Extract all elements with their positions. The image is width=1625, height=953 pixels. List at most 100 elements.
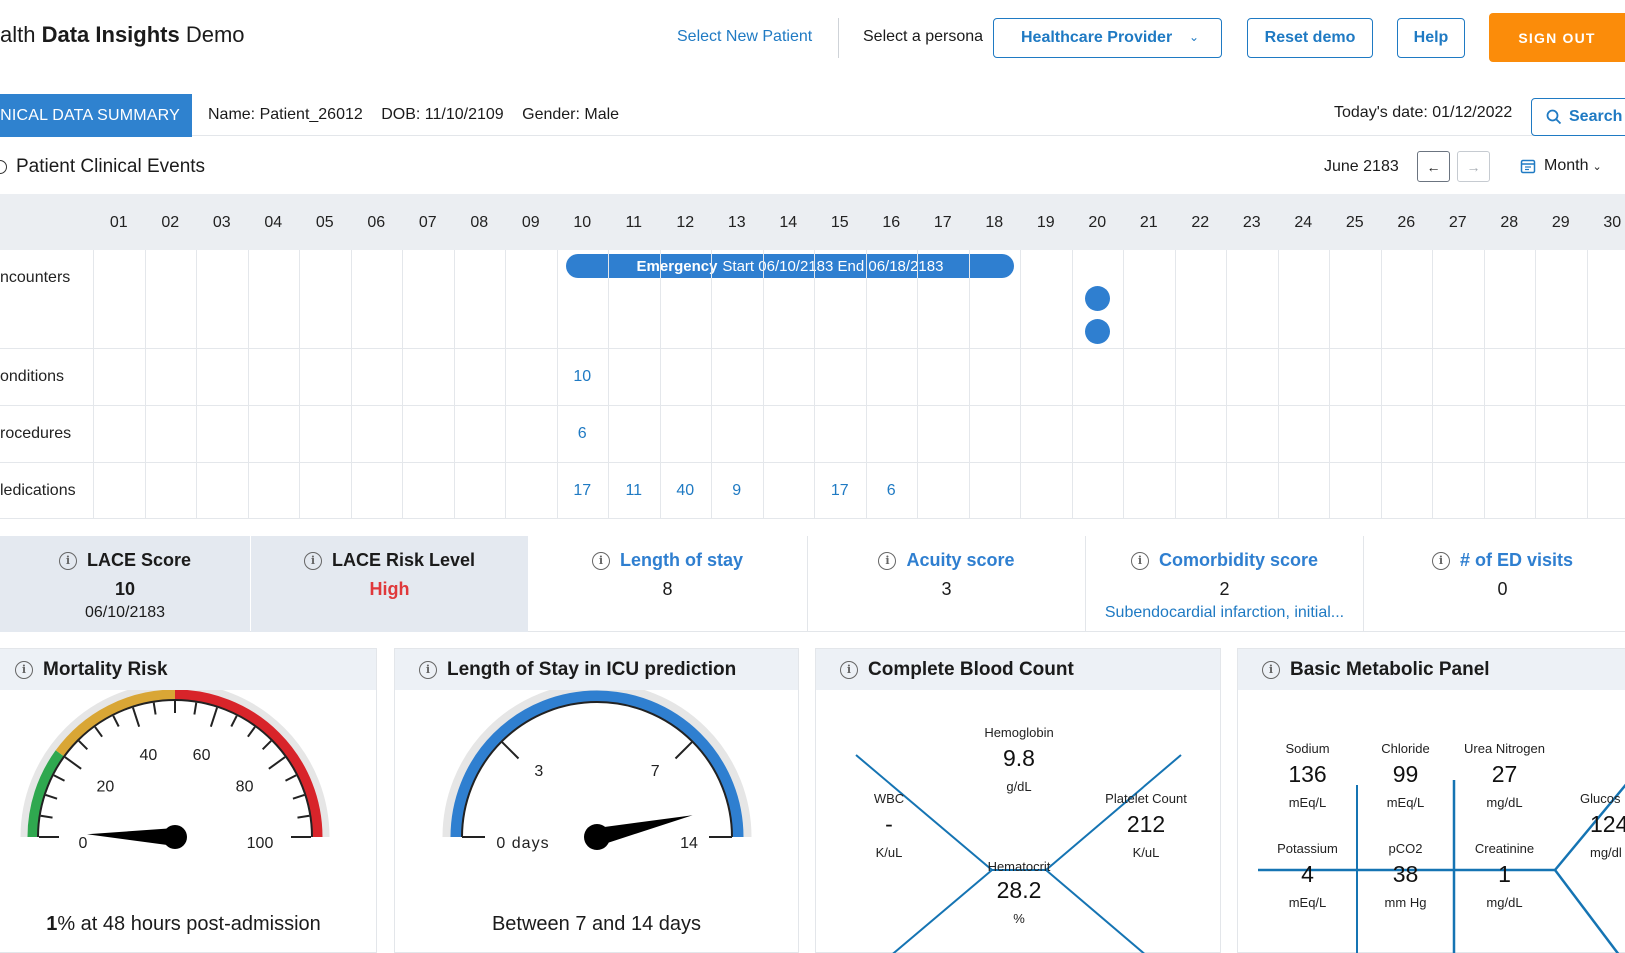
hemoglobin-unit: g/dL xyxy=(1006,779,1032,794)
day-column-divider xyxy=(144,250,146,519)
acuity-title[interactable]: i Acuity score xyxy=(808,550,1085,571)
events-title[interactable]: Patient Clinical Events xyxy=(0,156,205,178)
day-column-divider xyxy=(659,250,661,519)
gauge-tick-label: 60 xyxy=(193,747,211,764)
day-label: 26 xyxy=(1397,214,1416,231)
metric-acuity: i Acuity score 3 xyxy=(808,536,1085,632)
day-column-divider xyxy=(1277,250,1279,519)
encounter-dot[interactable] xyxy=(1085,286,1111,311)
day-label: 12 xyxy=(676,214,695,231)
metric-length-of-stay: i Length of stay 8 xyxy=(528,536,807,632)
encounter-dot[interactable] xyxy=(1085,319,1111,344)
info-icon[interactable]: i xyxy=(15,660,33,679)
info-icon[interactable]: i xyxy=(58,551,77,570)
info-icon[interactable]: i xyxy=(419,660,437,679)
bmp-line xyxy=(1554,783,1625,871)
gauge-needle-hub xyxy=(584,824,610,850)
persona-select[interactable]: Healthcare Provider ⌄ xyxy=(993,18,1222,58)
next-month-button[interactable]: → xyxy=(1457,151,1490,182)
basic-metabolic-panel-card: i Basic Metabolic Panel Sodium 136 mEq/L … xyxy=(1237,648,1625,953)
creatinine-value: 1 xyxy=(1498,861,1511,887)
lace-score-date: 06/10/2183 xyxy=(84,604,166,621)
day-label: 06 xyxy=(367,214,386,231)
ed-visits-value: 0 xyxy=(1497,579,1508,599)
gauge-tick xyxy=(230,715,238,727)
sodium-unit: mEq/L xyxy=(1288,795,1327,810)
day-label: 25 xyxy=(1345,214,1364,231)
persona-label: Select a persona xyxy=(863,28,984,45)
ed-visits-title[interactable]: i # of ED visits xyxy=(1364,550,1625,571)
info-icon[interactable]: i xyxy=(303,551,322,570)
urea-nitrogen-value: 27 xyxy=(1491,761,1518,787)
help-button[interactable]: Help xyxy=(1397,18,1465,58)
medication-count[interactable]: 17 xyxy=(830,482,849,499)
info-icon[interactable]: i xyxy=(1262,660,1280,679)
day-label: 17 xyxy=(933,214,952,231)
medication-count[interactable]: 17 xyxy=(573,482,592,499)
comorbidity-title[interactable]: i Comorbidity score xyxy=(1086,550,1363,571)
lace-score-label: LACE Score xyxy=(86,550,192,570)
metric-divider xyxy=(807,536,808,632)
icu-caption: Between 7 and 14 days xyxy=(491,913,702,935)
acuity-label: Acuity score xyxy=(906,550,1015,570)
sign-out-button[interactable]: SIGN OUT xyxy=(1489,13,1625,62)
chloride-unit: mEq/L xyxy=(1386,795,1425,810)
info-icon[interactable]: i xyxy=(591,551,610,570)
persona-select-value: Healthcare Provider xyxy=(1021,29,1173,46)
encounter-type: Emergency xyxy=(636,257,718,275)
search-button[interactable]: Search xyxy=(1531,98,1625,136)
info-icon[interactable]: i xyxy=(878,551,897,570)
medication-count[interactable]: 6 xyxy=(886,482,896,499)
metric-divider xyxy=(1363,536,1364,632)
day-label: 03 xyxy=(212,214,231,231)
medication-count[interactable]: 40 xyxy=(676,482,695,499)
info-icon[interactable]: i xyxy=(1130,551,1149,570)
gauge-inner-arc xyxy=(461,701,733,838)
prev-month-button[interactable]: ← xyxy=(1417,151,1450,182)
medication-count[interactable]: 9 xyxy=(732,482,742,499)
info-icon[interactable]: i xyxy=(840,660,858,679)
gauge-tick xyxy=(94,726,103,738)
day-label: 22 xyxy=(1191,214,1210,231)
wbc-label: WBC xyxy=(873,791,905,806)
day-column-divider xyxy=(196,250,197,519)
ed-visits-label: # of ED visits xyxy=(1459,550,1574,570)
chloride-value: 99 xyxy=(1392,761,1419,787)
procedure-count[interactable]: 6 xyxy=(577,425,587,442)
gauge-tick xyxy=(112,715,120,727)
gauge-needle-hub xyxy=(163,825,187,849)
lace-score-value: 10 xyxy=(114,579,136,599)
encounter-bar-emergency[interactable]: Emergency Start 06/10/2183 End 06/18/218… xyxy=(566,254,1014,278)
select-new-patient-link[interactable]: Select New Patient xyxy=(677,28,813,45)
mortality-risk-title: Mortality Risk xyxy=(43,658,168,680)
day-column-divider xyxy=(917,250,918,519)
day-column-divider xyxy=(556,250,558,519)
cbc-line xyxy=(892,869,993,953)
mortality-caption-value: 1 xyxy=(46,913,58,935)
mortality-risk-card: i Mortality Risk 0 20 40 60 80 100 1% at 48 ho… xyxy=(0,648,377,953)
bmp-header: i Basic Metabolic Panel xyxy=(1238,649,1625,690)
condition-count[interactable]: 10 xyxy=(573,368,592,385)
reset-demo-button[interactable]: Reset demo xyxy=(1247,18,1373,58)
potassium-label: Potassium xyxy=(1277,841,1338,856)
info-icon[interactable]: i xyxy=(1431,551,1450,570)
app-title: alth Data Insights Demo xyxy=(0,22,245,48)
gauge-needle xyxy=(594,815,693,846)
day-column-divider xyxy=(711,250,712,519)
patient-gender: Gender: Male xyxy=(522,106,620,123)
gauge-tick xyxy=(45,794,58,800)
lace-score-title: i LACE Score xyxy=(0,550,250,571)
comorbidity-detail-link[interactable]: Subendocardial infarction, initial... xyxy=(1104,604,1345,621)
gauge-tick xyxy=(132,707,141,727)
view-select[interactable]: Month ⌄ xyxy=(1520,157,1602,175)
length-of-stay-title[interactable]: i Length of stay xyxy=(528,550,807,571)
urea-nitrogen-unit: mg/dL xyxy=(1486,795,1523,810)
day-label: 04 xyxy=(264,214,283,231)
creatinine-label: Creatinine xyxy=(1474,841,1535,856)
day-label: 01 xyxy=(109,214,128,231)
gauge-tick xyxy=(268,756,286,770)
day-column-divider xyxy=(402,250,403,519)
pco2-label: pCO2 xyxy=(1388,841,1423,856)
tab-clinical-data-summary[interactable]: LINICAL DATA SUMMARY xyxy=(0,94,192,137)
medication-count[interactable]: 11 xyxy=(625,482,643,499)
